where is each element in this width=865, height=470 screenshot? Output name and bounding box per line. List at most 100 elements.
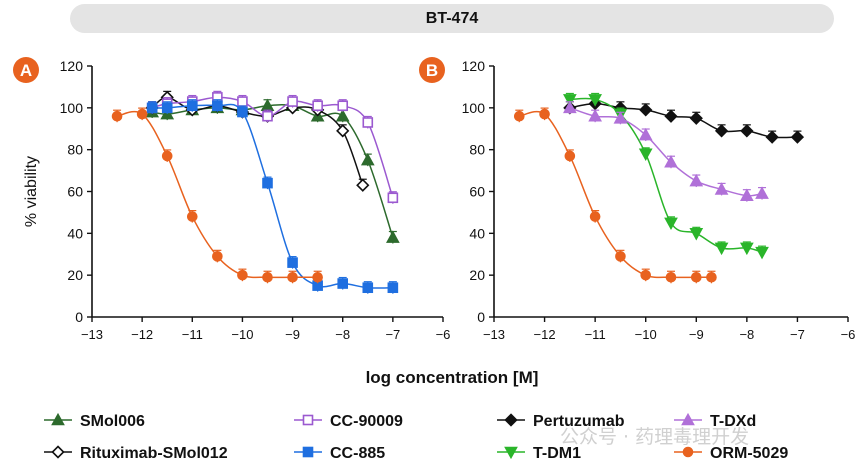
data-point	[262, 110, 273, 122]
data-point	[638, 148, 653, 162]
y-tick-label: 0	[477, 309, 485, 325]
series-cc-885	[146, 99, 399, 294]
data-point	[639, 103, 653, 117]
data-point	[161, 102, 173, 114]
data-point	[539, 108, 550, 120]
data-point	[615, 251, 626, 262]
legend-item: Pertuzumab	[497, 413, 625, 430]
data-point	[387, 192, 399, 204]
data-point	[638, 127, 653, 141]
data-point	[588, 109, 602, 122]
data-point	[360, 152, 375, 166]
data-point	[186, 211, 198, 222]
data-point	[790, 130, 805, 144]
y-tick-label: 120	[60, 58, 84, 74]
legend-marker	[51, 445, 65, 459]
data-point	[237, 106, 248, 118]
data-point	[740, 188, 754, 201]
x-tick-label: −8	[335, 327, 350, 342]
x-tick-label: −8	[739, 327, 754, 342]
data-point	[262, 177, 273, 189]
legend-label: T-DM1	[533, 445, 581, 462]
y-tick-label: 60	[67, 184, 83, 200]
data-point	[386, 230, 400, 243]
y-tick-label: 60	[469, 184, 485, 200]
data-point	[161, 150, 173, 162]
data-point	[589, 211, 601, 222]
data-point	[513, 110, 525, 122]
data-point	[212, 251, 223, 262]
series-line	[152, 103, 393, 289]
panel-badge-label: A	[20, 61, 32, 80]
data-point	[664, 155, 678, 168]
series-t-dxd	[563, 100, 769, 202]
data-point	[312, 271, 323, 283]
x-tick-label: −7	[790, 327, 805, 342]
series-t-dm1	[563, 92, 769, 260]
y-tick-label: 40	[469, 225, 485, 241]
legend-item: T-DM1	[497, 445, 581, 462]
data-point	[689, 173, 704, 187]
data-point	[387, 282, 399, 294]
x-axis-label: log concentration [M]	[366, 368, 539, 387]
data-point	[613, 111, 628, 124]
data-point	[335, 109, 350, 122]
data-point	[563, 100, 577, 114]
y-tick-label: 0	[75, 309, 83, 325]
x-tick-label: −7	[385, 327, 400, 342]
legend-label: ORM-5029	[710, 445, 788, 462]
legend-marker	[51, 412, 65, 426]
legend-marker	[504, 446, 518, 460]
y-tick-label: 100	[462, 100, 486, 116]
series-line	[519, 110, 712, 279]
data-point	[237, 269, 248, 281]
legend-marker	[682, 446, 694, 458]
data-point	[563, 94, 577, 107]
series-line	[151, 96, 364, 186]
legend-item: Rituximab-SMol012	[44, 445, 228, 462]
y-tick-label: 80	[469, 142, 485, 158]
legend-item: CC-885	[294, 445, 385, 462]
data-point	[689, 111, 703, 125]
legend-label: CC-90009	[330, 413, 403, 430]
data-point	[287, 257, 298, 268]
y-tick-label: 80	[67, 142, 83, 158]
legend-item: CC-90009	[294, 413, 403, 430]
legend-label: CC-885	[330, 445, 385, 462]
legend-label: Rituximab-SMol012	[80, 445, 228, 462]
data-point	[588, 94, 602, 107]
x-tick-label: −9	[689, 327, 704, 342]
x-tick-label: −11	[182, 327, 203, 342]
data-point	[640, 269, 652, 281]
panel-badge-B	[419, 57, 445, 83]
data-point	[362, 117, 374, 128]
data-point	[287, 96, 298, 107]
panel-badge-label: B	[426, 61, 438, 80]
x-tick-label: −6	[841, 327, 856, 342]
data-point	[714, 242, 729, 256]
data-point	[212, 100, 223, 112]
data-point	[755, 186, 769, 199]
y-tick-label: 40	[67, 225, 83, 241]
data-point	[362, 282, 374, 294]
series-orm-5029	[111, 107, 323, 284]
series-line	[569, 102, 798, 139]
legend-item: T-DXd	[674, 412, 756, 430]
legend-marker	[681, 412, 695, 426]
data-point	[111, 110, 123, 122]
y-tick-label: 100	[60, 100, 84, 116]
legend-label: Pertuzumab	[533, 413, 625, 430]
y-axis-label: % viability	[23, 156, 40, 227]
data-point	[337, 278, 349, 289]
x-tick-label: −9	[285, 327, 300, 342]
data-point	[262, 271, 273, 283]
data-point	[664, 109, 678, 123]
data-point	[312, 100, 323, 112]
x-tick-label: −6	[436, 327, 451, 342]
x-tick-label: −11	[585, 327, 606, 342]
data-point	[740, 242, 754, 256]
cell-line-title: BT-474	[425, 10, 479, 27]
data-point	[136, 108, 148, 120]
series-orm-5029	[513, 107, 717, 284]
